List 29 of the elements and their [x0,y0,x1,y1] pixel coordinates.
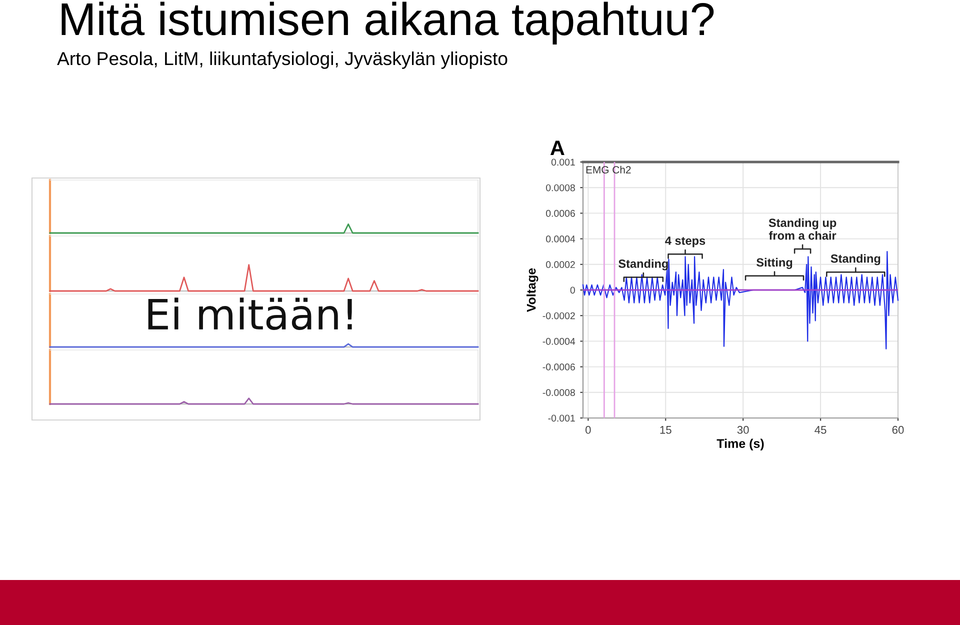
chart-title: A [550,140,564,156]
annotation: Standing [618,259,668,270]
x-tick-label: 45 [814,426,826,434]
y-tick-label: 0.001 [551,158,575,166]
x-tick-label: 60 [892,426,904,434]
y-tick-label: 0.0004 [546,236,576,242]
y-tick-label: 0.0002 [546,261,575,268]
annotation: Standing [830,254,880,266]
chart-title: Mitä istumisen aikana tapahtuu? [62,2,714,45]
chart-subtitle: Arto Pesola, LitM, liikuntafysiologi, Jyväskylän yliopisto [57,52,508,69]
text: Ei mitään! [148,298,352,330]
y-axis-title: Voltage [526,268,538,312]
annotation: EMG Ch2 [586,166,631,174]
x-axis-title: Time (s) [716,438,764,450]
annotation: 4 steps [665,236,706,248]
y-tick-label: -0.0004 [542,338,576,345]
y-tick-label: -0.0008 [542,389,575,396]
y-tick-label: -0.0002 [542,312,575,320]
annotation: Standing up from a chair [768,218,836,240]
y-tick-label: -0.001 [548,414,575,422]
y-tick-label: 0.0006 [546,210,575,217]
y-tick-label: -0.0006 [542,364,575,370]
x-tick-label: 30 [737,426,749,434]
y-tick-label: 0 [570,286,575,294]
x-tick-label: 15 [660,426,672,434]
line-series [582,251,899,350]
y-tick-label: 0.0008 [546,184,575,192]
x-tick-label: 0 [586,426,591,434]
annotation: Sitting [756,258,792,269]
